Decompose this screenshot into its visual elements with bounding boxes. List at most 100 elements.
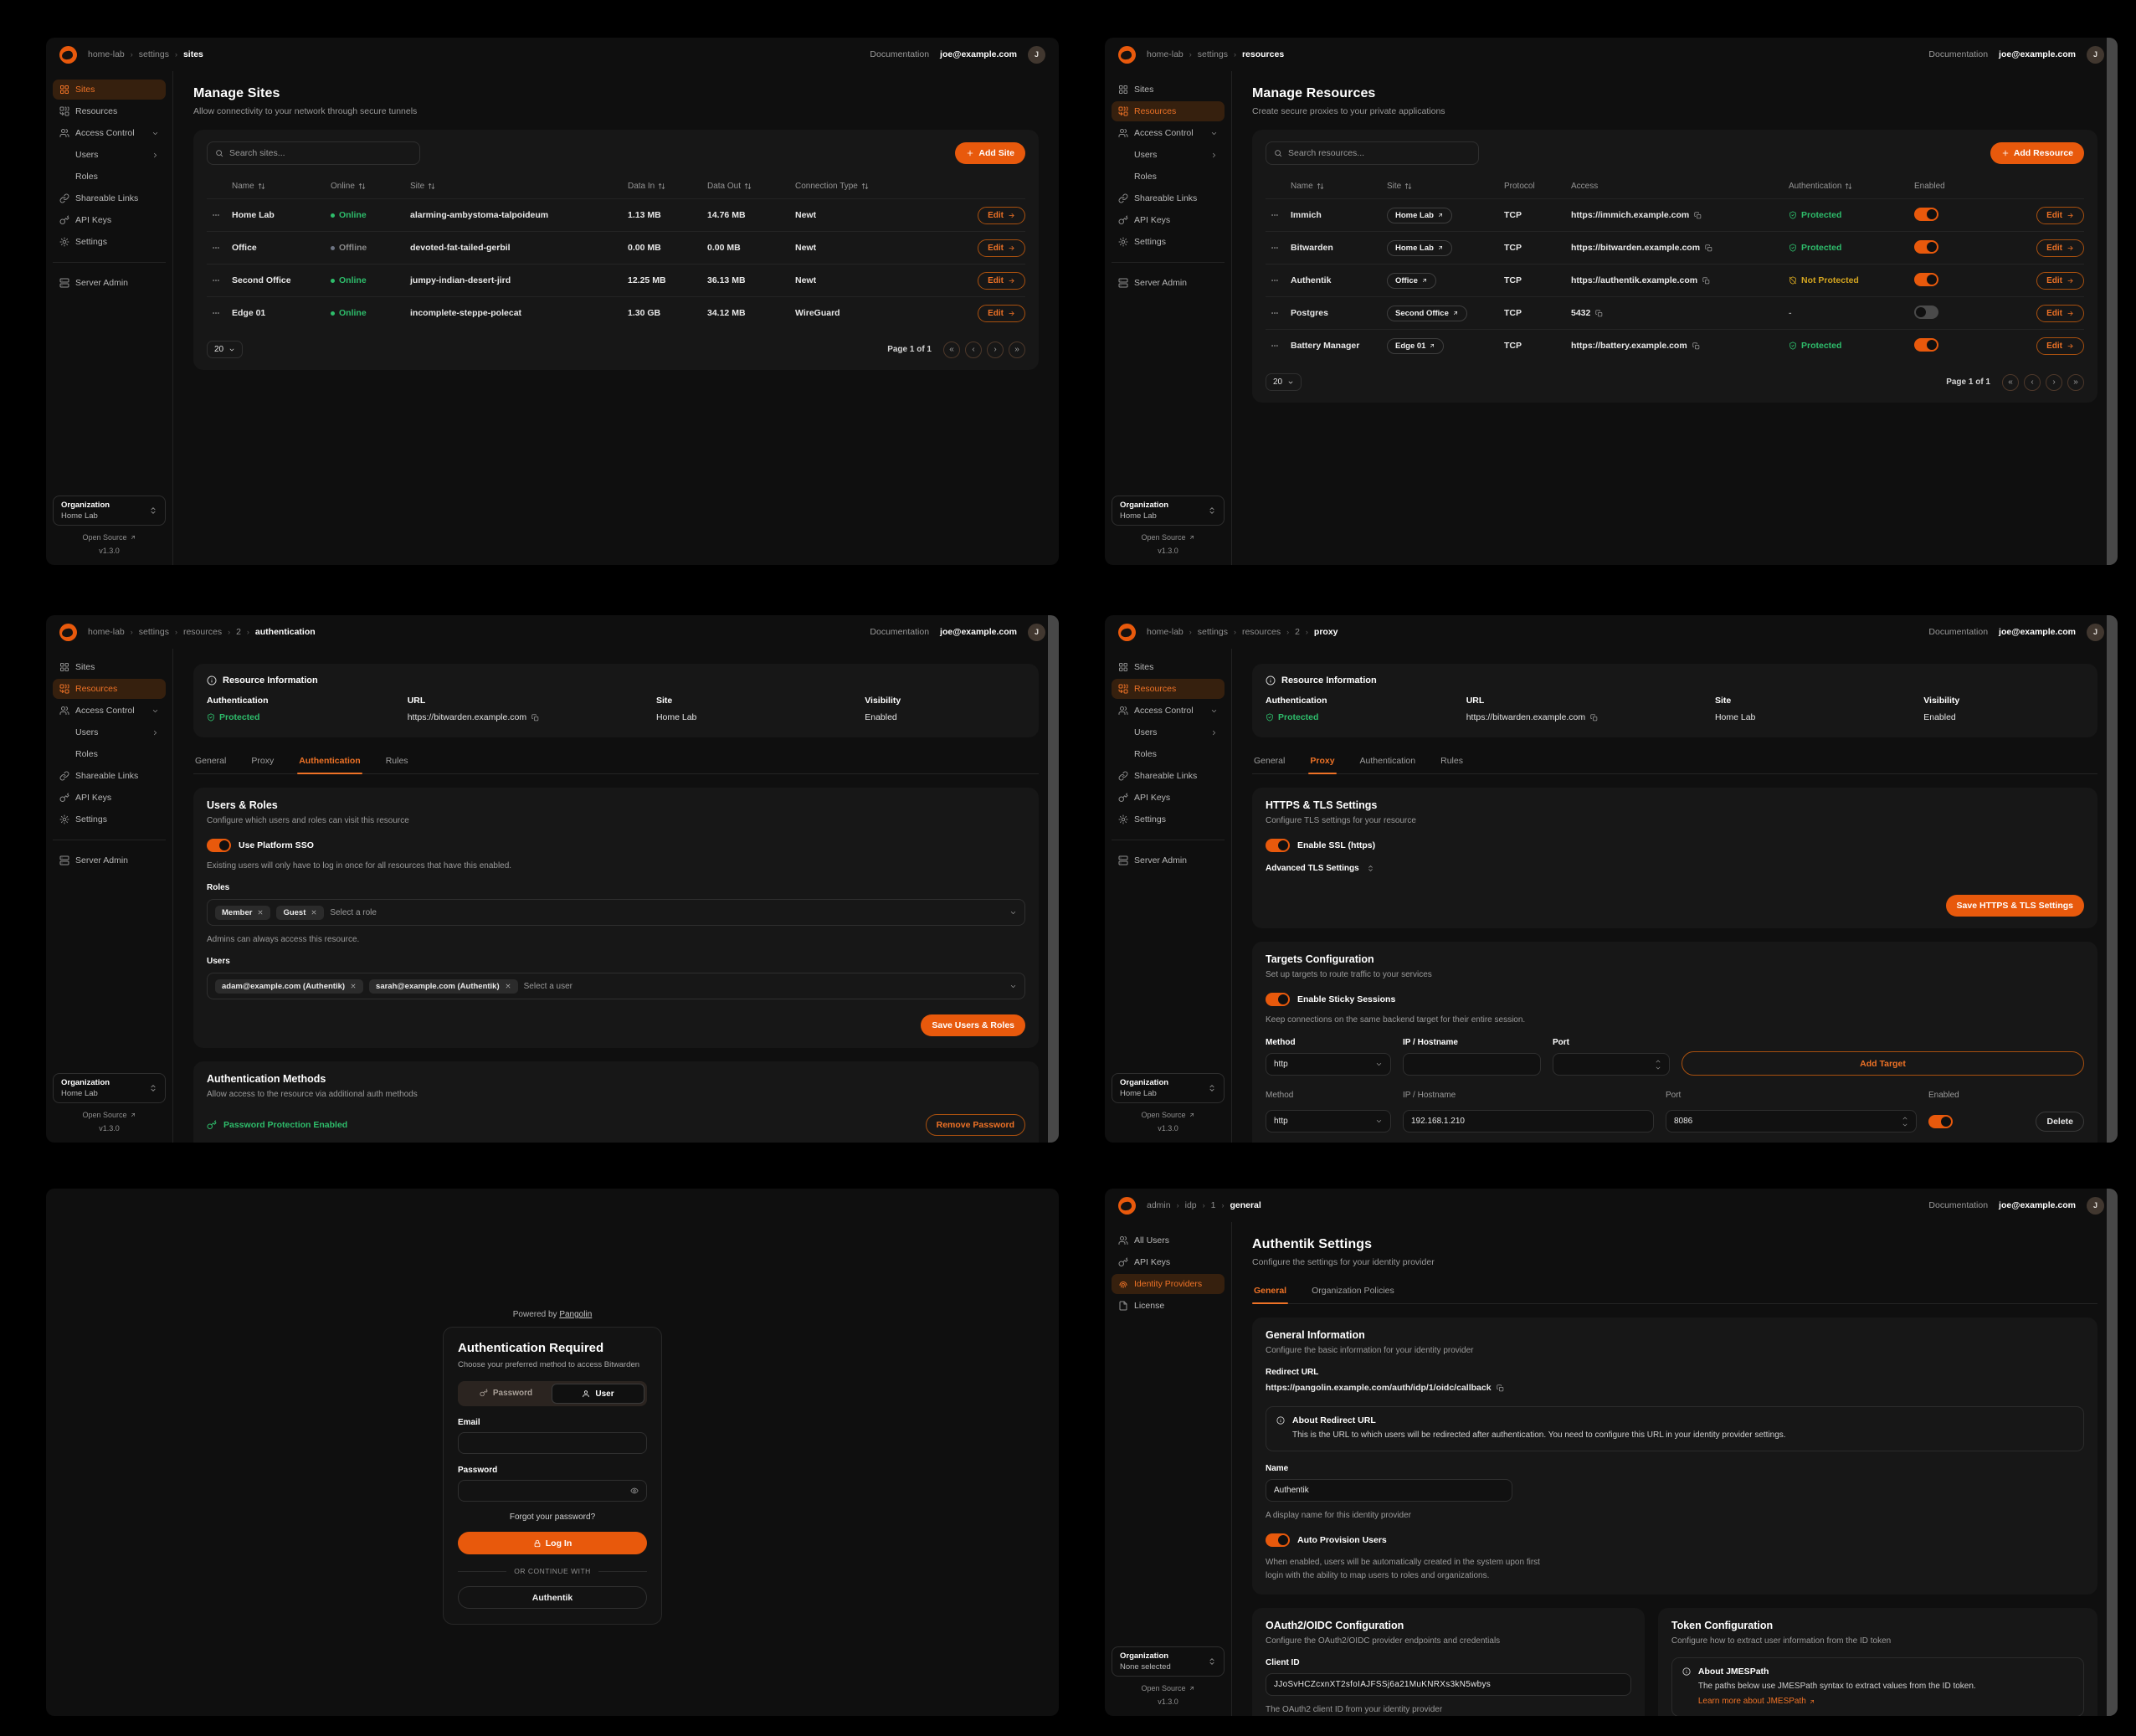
open-source-link[interactable]: Open Source (1141, 1684, 1194, 1692)
user-email[interactable]: joe@example.com (1999, 627, 2076, 637)
column-header-data-out[interactable]: Data Out (707, 182, 795, 191)
sidebar-item-server-admin[interactable]: Server Admin (1112, 850, 1225, 871)
breadcrumb-item[interactable]: home-lab (88, 49, 125, 59)
tab-rules[interactable]: Rules (385, 756, 408, 766)
sidebar-item-shareable-links[interactable]: Shareable Links (53, 188, 166, 208)
breadcrumb-item[interactable]: 2 (236, 627, 241, 637)
method-select[interactable]: http (1266, 1053, 1391, 1076)
column-header-connection-type[interactable]: Connection Type (795, 182, 929, 191)
sidebar-item-identity-providers[interactable]: Identity Providers (1112, 1274, 1225, 1294)
auto-provision-toggle[interactable] (1266, 1533, 1290, 1547)
user-email[interactable]: joe@example.com (1999, 1200, 2076, 1210)
sidebar-item-api-keys[interactable]: API Keys (53, 788, 166, 808)
sidebar-item-all-users[interactable]: All Users (1112, 1230, 1225, 1251)
segment-user[interactable]: User (552, 1384, 644, 1404)
site-link-pill[interactable]: Edge 01 (1387, 337, 1445, 354)
enable-ssl-toggle[interactable] (1266, 839, 1290, 852)
avatar[interactable]: J (1028, 623, 1045, 641)
site-link-pill[interactable]: Office (1387, 272, 1436, 289)
pangolin-logo-icon[interactable] (1118, 45, 1136, 64)
segment-password[interactable]: Password (460, 1384, 552, 1402)
tab-general[interactable]: General (1254, 756, 1286, 766)
enabled-toggle[interactable] (1914, 305, 1938, 319)
sidebar-item-shareable-links[interactable]: Shareable Links (1112, 766, 1225, 786)
roles-multiselect[interactable]: Member Guest Select a role (207, 899, 1025, 926)
search-input[interactable]: Search resources... (1266, 141, 1479, 165)
save-https-tls-button[interactable]: Save HTTPS & TLS Settings (1945, 895, 2084, 917)
sidebar-item-access-control[interactable]: Access Control (53, 123, 166, 143)
resource-url[interactable]: https://bitwarden.example.com (407, 712, 527, 722)
breadcrumb-item[interactable]: settings (1197, 49, 1228, 59)
sidebar-item-api-keys[interactable]: API Keys (1112, 210, 1225, 230)
column-header-online[interactable]: Online (331, 182, 410, 191)
enabled-toggle[interactable] (1914, 239, 1938, 254)
breadcrumb-item[interactable]: settings (138, 627, 169, 637)
sidebar-item-server-admin[interactable]: Server Admin (53, 273, 166, 293)
sidebar-item-api-keys[interactable]: API Keys (1112, 788, 1225, 808)
row-menu-button[interactable] (207, 210, 232, 220)
copy-icon[interactable] (1694, 212, 1702, 219)
client-id-input[interactable]: JJoSvHCZcxnXT2sfoIAJFSSj6a21MuKNRXs3kN5w… (1266, 1672, 1631, 1696)
sidebar-item-settings[interactable]: Settings (53, 232, 166, 252)
remove-chip-icon[interactable] (257, 909, 264, 916)
sidebar-item-shareable-links[interactable]: Shareable Links (1112, 188, 1225, 208)
advanced-tls-settings-toggle[interactable]: Advanced TLS Settings (1266, 864, 1359, 873)
save-users-roles-button[interactable]: Save Users & Roles (921, 1014, 1025, 1036)
target-enabled-toggle[interactable] (1928, 1114, 1953, 1128)
breadcrumb-item[interactable]: settings (138, 49, 169, 59)
pangolin-logo-icon[interactable] (59, 623, 77, 641)
column-header-name[interactable]: Name (1291, 182, 1387, 191)
scrollbar[interactable] (2107, 38, 2118, 565)
row-menu-button[interactable] (207, 275, 232, 285)
sidebar-item-sites[interactable]: Sites (53, 657, 166, 677)
copy-icon[interactable] (1692, 342, 1700, 350)
remove-chip-icon[interactable] (350, 983, 357, 989)
last-page-button[interactable]: » (1009, 341, 1025, 358)
sidebar-item-users[interactable]: Users (53, 722, 166, 742)
sidebar-item-license[interactable]: License (1112, 1296, 1225, 1316)
documentation-link[interactable]: Documentation (870, 49, 930, 59)
organization-selector[interactable]: Organization Home Lab (53, 496, 166, 526)
email-field[interactable] (458, 1432, 647, 1454)
access-url[interactable]: https://bitwarden.example.com (1571, 243, 1701, 253)
add-site-button[interactable]: Add Site (955, 142, 1025, 164)
next-page-button[interactable]: › (2046, 373, 2062, 391)
access-url[interactable]: https://immich.example.com (1571, 210, 1690, 220)
avatar[interactable]: J (1028, 45, 1045, 64)
open-source-link[interactable]: Open Source (82, 1111, 136, 1119)
column-header-site[interactable]: Site (1387, 182, 1504, 191)
organization-selector[interactable]: Organization Home Lab (53, 1073, 166, 1103)
tab-rules[interactable]: Rules (1440, 756, 1463, 766)
sidebar-item-sites[interactable]: Sites (1112, 657, 1225, 677)
breadcrumb-item[interactable]: settings (1197, 627, 1228, 637)
row-menu-button[interactable] (1266, 210, 1291, 220)
eye-icon[interactable] (630, 1487, 639, 1495)
row-menu-button[interactable] (1266, 308, 1291, 318)
edit-button[interactable]: Edit (2036, 239, 2084, 257)
sidebar-item-sites[interactable]: Sites (1112, 80, 1225, 100)
users-multiselect[interactable]: adam@example.com (Authentik) sarah@examp… (207, 973, 1025, 999)
remove-chip-icon[interactable] (311, 909, 317, 916)
open-source-link[interactable]: Open Source (1141, 1111, 1194, 1119)
copy-icon[interactable] (1590, 714, 1598, 722)
copy-icon[interactable] (1705, 244, 1712, 252)
tab-general[interactable]: General (195, 756, 227, 766)
password-field[interactable] (458, 1480, 647, 1502)
pangolin-logo-icon[interactable] (1118, 623, 1136, 641)
add-target-button[interactable]: Add Target (1682, 1051, 2084, 1076)
prev-page-button[interactable]: ‹ (965, 341, 982, 358)
sidebar-item-settings[interactable]: Settings (1112, 809, 1225, 829)
sidebar-item-api-keys[interactable]: API Keys (53, 210, 166, 230)
copy-icon[interactable] (531, 714, 539, 722)
edit-button[interactable]: Edit (2036, 336, 2084, 355)
forgot-password-link[interactable]: Forgot your password? (509, 1513, 596, 1522)
sidebar-item-roles[interactable]: Roles (1134, 172, 1157, 182)
edit-button[interactable]: Edit (2036, 206, 2084, 224)
remove-password-button[interactable]: Remove Password (925, 1114, 1025, 1136)
method-select[interactable]: http (1266, 1110, 1391, 1133)
sidebar-item-users[interactable]: Users (1112, 145, 1225, 165)
breadcrumb-item[interactable]: home-lab (1147, 49, 1184, 59)
access-url[interactable]: https://battery.example.com (1571, 341, 1687, 351)
column-header-name[interactable]: Name (232, 182, 331, 191)
sticky-sessions-toggle[interactable] (1266, 993, 1290, 1006)
